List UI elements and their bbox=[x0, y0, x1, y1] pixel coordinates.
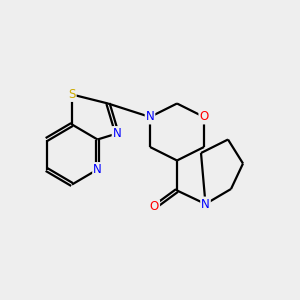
Text: N: N bbox=[112, 127, 122, 140]
Text: N: N bbox=[201, 197, 210, 211]
Text: N: N bbox=[146, 110, 154, 124]
Text: S: S bbox=[68, 88, 76, 101]
Text: O: O bbox=[150, 200, 159, 214]
Text: N: N bbox=[93, 163, 102, 176]
Text: O: O bbox=[200, 110, 208, 124]
